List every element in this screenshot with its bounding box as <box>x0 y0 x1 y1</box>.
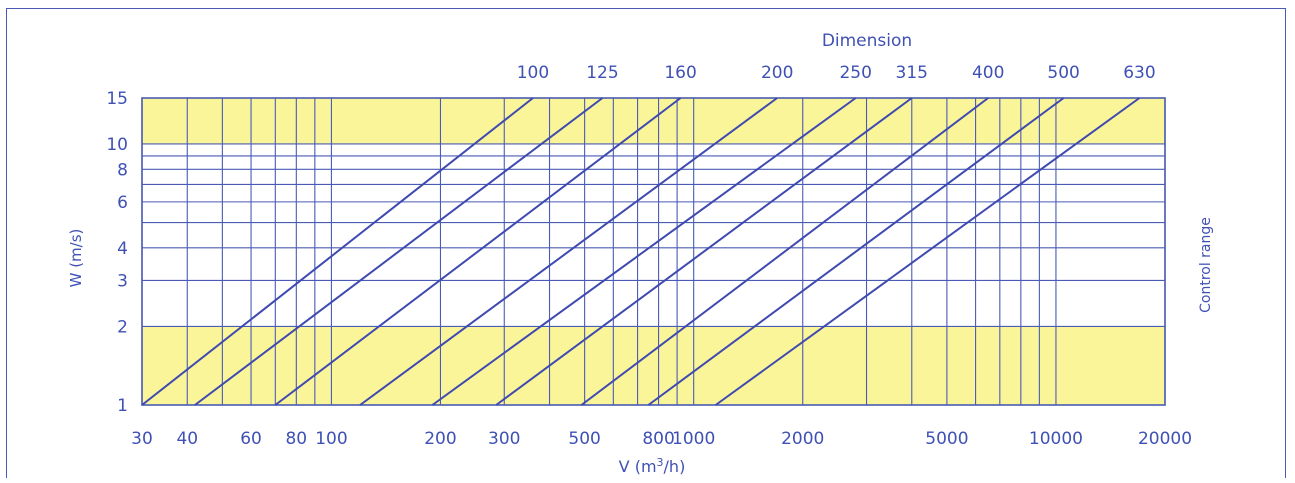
control-band-0 <box>142 98 1165 144</box>
y-axis-label: W (m/s) <box>67 229 85 288</box>
control-range-bands <box>142 98 1165 405</box>
y-tick-label: 2 <box>117 317 128 337</box>
dimension-line-200 <box>359 97 778 406</box>
dimension-line-100 <box>141 97 534 406</box>
y-tick-label: 1 <box>117 396 128 416</box>
x-tick-label: 2000 <box>781 429 824 449</box>
x-tick-label: 30 <box>131 429 153 449</box>
x-axis-label: V (m3/h) <box>619 456 686 476</box>
dimension-line-125 <box>194 97 604 406</box>
plot-border <box>141 97 1166 406</box>
y-tick-label: 8 <box>117 160 128 180</box>
x-tick-label: 60 <box>240 429 262 449</box>
dimension-label-500: 500 <box>1047 63 1079 83</box>
control-band-1 <box>142 326 1165 405</box>
dimension-label-160: 160 <box>664 63 696 83</box>
y-tick-label: 4 <box>117 239 128 259</box>
x-tick-label: 200 <box>424 429 456 449</box>
x-tick-label: 80 <box>285 429 307 449</box>
dimension-label-400: 400 <box>972 63 1004 83</box>
chart-title: Dimension <box>822 31 912 51</box>
x-tick-label: 10000 <box>1029 429 1083 449</box>
dimension-line-630 <box>715 97 1141 406</box>
dimension-label-200: 200 <box>761 63 793 83</box>
chart-frame <box>6 8 1286 478</box>
dimension-label-630: 630 <box>1123 63 1155 83</box>
dimension-line-315 <box>495 97 913 406</box>
y-tick-label: 6 <box>117 193 128 213</box>
dimension-label-250: 250 <box>839 63 871 83</box>
y-tick-label: 3 <box>117 271 128 291</box>
x-tick-label: 5000 <box>925 429 968 449</box>
dimension-label-100: 100 <box>517 63 549 83</box>
x-tick-label: 500 <box>568 429 600 449</box>
x-tick-label: 20000 <box>1138 429 1192 449</box>
grid-lines <box>141 97 1166 406</box>
dimension-label-125: 125 <box>586 63 618 83</box>
x-tick-label: 800 <box>642 429 674 449</box>
dimension-line-500 <box>647 97 1065 406</box>
dimension-line-400 <box>580 97 989 406</box>
dimension-lines <box>141 97 1141 406</box>
x-tick-label: 1000 <box>672 429 715 449</box>
dimension-line-250 <box>431 97 857 406</box>
dimension-line-160 <box>274 97 682 406</box>
x-tick-label: 300 <box>488 429 520 449</box>
x-tick-label: 40 <box>176 429 198 449</box>
control-range-label: Control range <box>1198 217 1214 313</box>
x-tick-label: 100 <box>315 429 347 449</box>
y-tick-label: 15 <box>106 89 128 109</box>
dimension-label-315: 315 <box>896 63 928 83</box>
y-tick-label: 10 <box>106 135 128 155</box>
